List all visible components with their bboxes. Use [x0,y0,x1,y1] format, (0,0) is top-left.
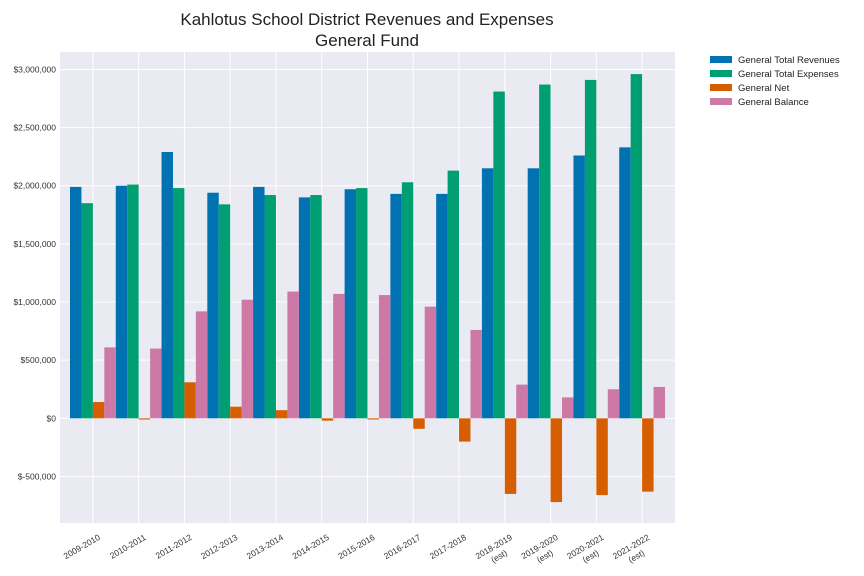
bar [562,397,574,419]
x-tick-label: 2017-2018 [428,532,468,561]
bar [584,79,597,419]
x-tick-label: 2018-2019(est) [474,532,520,571]
y-tick-labels: $-500,000 $0 $500,000 $1,000,000 $1,500,000 $… [13,64,56,481]
legend-swatch [710,84,732,91]
bar [298,197,311,419]
bar [539,84,551,419]
chart-subtitle: General Fund [315,31,419,50]
bar [207,192,219,419]
bar [596,418,608,496]
bar [504,418,517,494]
bar [275,410,288,419]
legend-swatch [710,70,732,77]
bar [264,195,276,419]
legend-label: General Balance [738,97,809,108]
x-tick-label: 2010-2011 [108,532,148,561]
y-tick-label: $-500,000 [18,471,57,481]
bar [527,168,540,419]
x-tick-label: 2015-2016 [336,532,376,561]
bar [184,382,196,419]
bar [550,418,563,503]
bar [310,195,322,419]
y-tick-label: $500,000 [21,355,57,365]
bar [413,418,425,429]
bar [573,155,585,419]
bar [642,418,654,492]
legend: General Total Revenues General Total Expe… [710,55,840,108]
bar [127,184,139,419]
y-tick-label: $1,000,000 [13,297,56,307]
bar [104,347,116,419]
legend-swatch [710,98,732,105]
bar [195,311,208,419]
bar [436,193,448,419]
bar [356,188,368,419]
y-tick-label: $2,500,000 [13,123,56,133]
bar [630,74,643,419]
bar [70,186,82,419]
bar [367,418,379,420]
bar [333,293,345,419]
chart-title: Kahlotus School District Revenues and Ex… [180,10,553,29]
bar [253,186,265,419]
bar [619,147,631,419]
x-tick-label: 2019-2020(est) [519,532,565,571]
legend-label: General Net [738,83,790,94]
bar [470,329,482,419]
bar [390,193,402,419]
bar [493,91,505,419]
bar [241,299,254,419]
bar [516,384,528,419]
bar [459,418,471,442]
x-tick-label: 2021-2022(est) [611,532,657,571]
bar [378,295,391,419]
x-tick-label: 2014-2015 [291,532,331,561]
bar [172,188,185,419]
y-tick-label: $2,000,000 [13,181,56,191]
x-tick-label: 2012-2013 [199,532,239,561]
x-tick-label: 2009-2010 [62,532,102,561]
x-tick-label: 2013-2014 [245,532,285,561]
legend-label: General Total Revenues [738,55,840,66]
bar [424,306,437,419]
legend-swatch [710,56,732,63]
bar [218,204,231,419]
y-tick-label: $1,500,000 [13,239,56,249]
bar [321,418,334,421]
bar [481,168,494,419]
bar [138,418,151,420]
bar [447,170,460,419]
bar [653,386,665,419]
y-tick-label: $3,000,000 [13,64,56,74]
x-tick-labels: 2009-2010 2010-2011 2011-2012 2012-2013 2013… [62,532,657,571]
x-tick-label: 2020-2021(est) [565,532,611,571]
bar [81,203,93,419]
bar [287,291,299,419]
bar [150,348,162,419]
bar [115,185,128,419]
bar [161,152,173,419]
bar [607,389,620,419]
legend-label: General Total Expenses [738,69,839,80]
bar [344,189,357,419]
x-tick-label: 2011-2012 [154,532,194,561]
x-tick-label: 2016-2017 [382,532,422,561]
bars [70,74,665,503]
bar [92,402,105,419]
bar [401,182,414,419]
bar [230,406,242,419]
y-tick-label: $0 [47,413,57,423]
